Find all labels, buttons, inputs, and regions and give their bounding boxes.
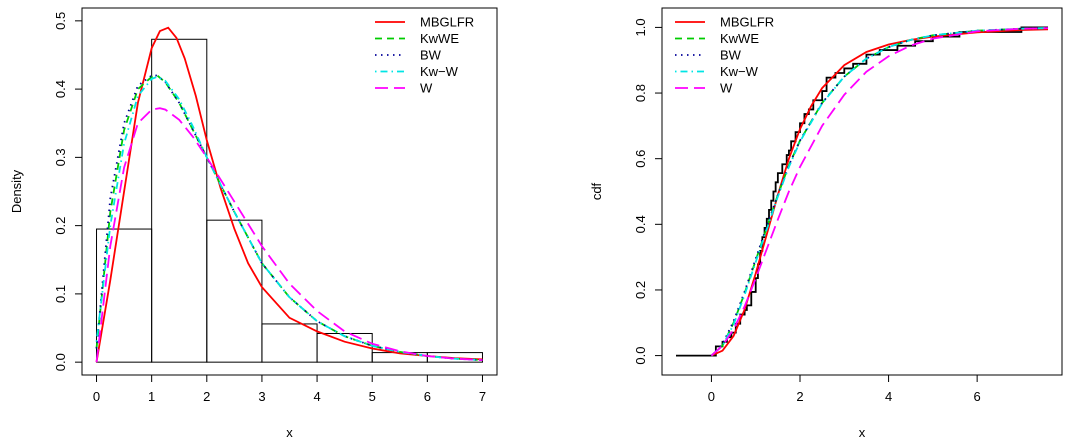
y-tick-label: 0.3 (53, 148, 68, 166)
ecdf-step-line (676, 26, 1048, 357)
series-line-mbglfr (711, 28, 1049, 357)
series-line-w (95, 107, 483, 363)
x-axis: 0 1 2 3 4 5 6 7 x (93, 375, 486, 440)
x-tick-label: 7 (479, 389, 486, 404)
histogram-bar (316, 332, 373, 363)
histogram-bar (206, 219, 263, 363)
series-line-kw-w (95, 75, 483, 361)
y-axis-title: Density (9, 169, 24, 213)
series-line-kwwe (710, 27, 1049, 357)
y-tick-label: 0.5 (53, 12, 68, 30)
x-tick-label: 3 (258, 389, 265, 404)
histogram-bar (151, 38, 208, 363)
y-axis-title: cdf (589, 182, 604, 200)
series-line-bw (710, 27, 1049, 357)
x-tick-label: 4 (313, 389, 320, 404)
legend-label: KwWE (420, 31, 459, 46)
x-tick-label: 2 (796, 389, 803, 404)
legend-label: KwWE (720, 31, 759, 46)
x-tick-label: 4 (885, 389, 892, 404)
y-tick-label: 0.2 (53, 217, 68, 235)
x-tick-label: 0 (93, 389, 100, 404)
x-axis-title: x (286, 425, 293, 440)
y-tick-label: 0.6 (633, 150, 648, 168)
x-tick-label: 5 (369, 389, 376, 404)
density-panel: 0 1 2 3 4 5 6 7 x 0.0 0.1 0.2 0.3 0.4 0.5 Density MBGLFR… (9, 7, 498, 440)
y-tick-label: 0.0 (633, 347, 648, 365)
plot-frame (661, 7, 1063, 376)
plot-frame (81, 7, 498, 376)
y-tick-label: 0.4 (53, 80, 68, 98)
x-axis-title: x (859, 425, 866, 440)
y-axis: 0.0 0.2 0.4 0.6 0.8 1.0 cdf (589, 18, 662, 365)
legend-label: BW (720, 48, 742, 63)
series-line-bw (95, 74, 483, 361)
y-tick-label: 0.2 (633, 281, 648, 299)
series-line-w (710, 27, 1049, 357)
y-tick-label: 1.0 (633, 18, 648, 36)
x-tick-label: 6 (424, 389, 431, 404)
y-tick-label: 0.1 (53, 285, 68, 303)
legend-label: W (420, 81, 433, 96)
y-axis: 0.0 0.1 0.2 0.3 0.4 0.5 Density (9, 12, 82, 371)
y-tick-label: 0.0 (53, 353, 68, 371)
histogram-bar (261, 323, 318, 363)
y-tick-label: 0.8 (633, 84, 648, 102)
x-axis: 0 2 4 6 x (708, 375, 981, 440)
legend-label: Kw−W (720, 64, 759, 79)
series-line-kw-w (710, 27, 1049, 357)
histogram-bar (426, 352, 483, 363)
series-line-mbglfr (95, 26, 483, 363)
x-tick-label: 6 (974, 389, 981, 404)
legend-label: MBGLFR (420, 15, 474, 30)
legend-label: Kw−W (420, 64, 459, 79)
legend-label: BW (420, 48, 442, 63)
y-tick-label: 0.4 (633, 215, 648, 233)
x-tick-label: 0 (708, 389, 715, 404)
legend-label: W (720, 81, 733, 96)
legend-label: MBGLFR (720, 15, 774, 30)
x-tick-label: 2 (203, 389, 210, 404)
x-tick-label: 1 (148, 389, 155, 404)
